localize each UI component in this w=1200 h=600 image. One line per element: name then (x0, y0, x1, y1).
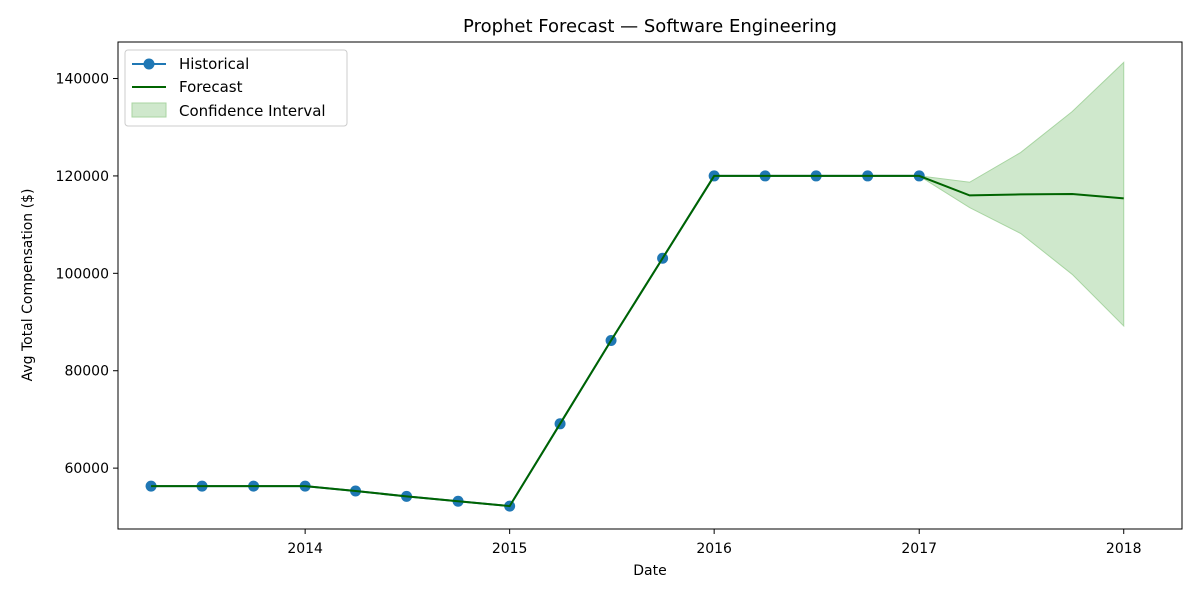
x-tick-label: 2017 (901, 541, 937, 557)
legend-forecast-label: Forecast (179, 78, 243, 96)
x-tick-label: 2016 (696, 541, 732, 557)
y-axis-ticks: 60000 80000 100000 120000 140000 (56, 72, 118, 477)
plot-frame (117, 41, 1183, 530)
x-tick-label: 2018 (1106, 541, 1142, 557)
legend-box (124, 49, 348, 127)
y-axis-label: Avg Total Compensation ($) (20, 189, 36, 382)
x-axis-label: Date (633, 563, 666, 579)
legend-confidence-swatch (131, 102, 167, 118)
legend-historical-label: Historical (179, 55, 249, 73)
y-tick-label: 60000 (64, 461, 109, 477)
forecast-series-line (151, 174, 1124, 508)
legend-historical-marker (143, 58, 155, 70)
legend: Historical Forecast Confidence Interval (124, 49, 348, 127)
y-tick-label: 80000 (64, 364, 109, 380)
x-axis-ticks: 2014 2015 2016 2017 2018 (287, 529, 1142, 557)
x-tick-label: 2015 (492, 541, 528, 557)
y-tick-label: 100000 (56, 266, 109, 282)
chart-title: Prophet Forecast — Software Engineering (463, 16, 837, 37)
series-line-layer (151, 174, 920, 508)
y-tick-label: 120000 (56, 169, 109, 185)
marker-layer (145, 170, 1124, 512)
historical-series-line (151, 174, 920, 508)
legend-confidence-label: Confidence Interval (179, 102, 326, 120)
x-tick-label: 2014 (287, 541, 323, 557)
y-tick-label: 140000 (56, 72, 109, 88)
